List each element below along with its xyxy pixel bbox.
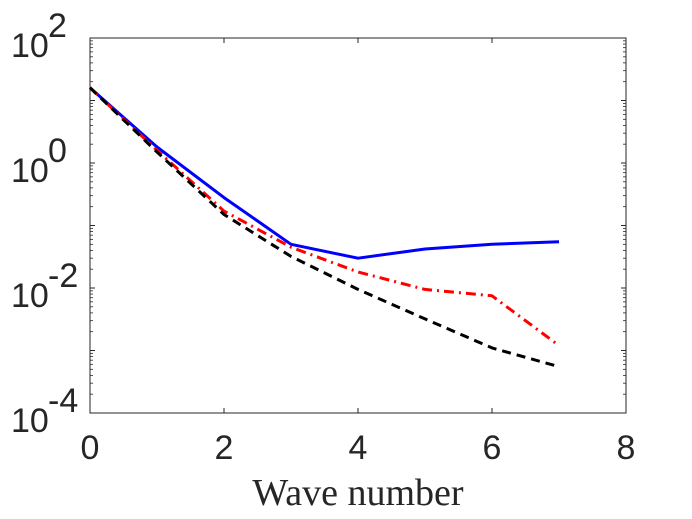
x-tick-label: 8 (617, 429, 636, 467)
series-lines (88, 86, 560, 369)
y-tick-label-exponent: 2 (48, 7, 67, 45)
y-tick-label-base: 10 (11, 277, 49, 315)
series-line-red-dashdot (88, 86, 560, 347)
y-tick-label-base: 10 (11, 27, 49, 65)
y-tick-label-exponent: -4 (48, 382, 78, 420)
x-tick-label: 6 (483, 429, 502, 467)
x-tick-labels: 0 2 4 6 8 (81, 429, 636, 467)
series-line-blue-solid (89, 86, 560, 260)
plot-frame (89, 37, 627, 414)
y-tick-label-exponent: 0 (48, 132, 67, 170)
plot-area-border (89, 37, 627, 414)
x-tick-label: 2 (215, 429, 234, 467)
y-tick-label-base: 10 (11, 402, 49, 440)
axis-ticks (89, 37, 627, 414)
x-tick-label: 0 (81, 429, 100, 467)
x-tick-label: 4 (349, 429, 368, 467)
y-tick-label-base: 10 (11, 152, 49, 190)
y-tick-label-exponent: -2 (48, 257, 78, 295)
series-line-black-dashed (88, 86, 560, 369)
x-axis-label: Wave number (252, 472, 463, 514)
